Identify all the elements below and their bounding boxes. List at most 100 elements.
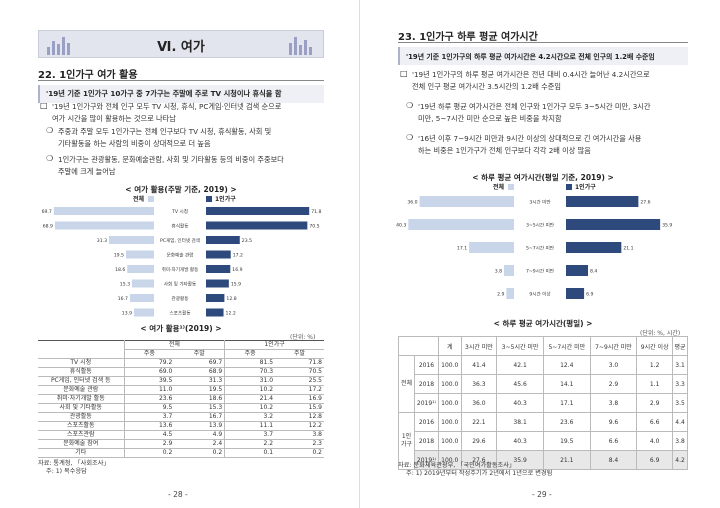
cell-value: 11.1	[224, 421, 276, 431]
cell-value: 23.6	[542, 412, 591, 432]
cell-value: 69.7	[174, 358, 226, 368]
year-cell: 2016	[414, 412, 439, 432]
year-cell: 2018	[414, 374, 439, 394]
cell-value: 6.6	[636, 412, 674, 432]
cell-value: 25.5	[275, 376, 324, 386]
bar-total	[125, 250, 154, 259]
cell-value: 3.8	[589, 393, 638, 413]
cell-value: 2.4	[174, 439, 226, 449]
year-cell: 2016	[414, 355, 439, 375]
page-29: 23. 1인가구 하루 평균 여가시간 '19년 기준 1인가구의 하루 평균 …	[360, 0, 720, 508]
cell-value: 0.1	[224, 448, 276, 458]
row-label: 스포츠활동	[38, 421, 125, 431]
col-header: 7~9시간 미만	[589, 336, 638, 356]
value-label-single: 6.9	[586, 292, 593, 298]
value-label-single: 12.8	[226, 296, 236, 302]
table-row: 문화예술 참여 2.9 2.4 2.2 2.3	[38, 439, 324, 449]
cell-value: 9.5	[124, 403, 175, 413]
value-label-total: 17.1	[457, 246, 467, 252]
circle-bullet-icon: ❍	[406, 133, 414, 142]
table-row: 2018 100.0 29.6 40.3 19.5 6.6 4.0 3.8	[399, 431, 688, 451]
leisure-time-butterfly-chart: 전체 1인가구 3시간 미만 36.0 27.6 3~5시간 미만 40.3 35.9 5~7시…	[396, 183, 672, 299]
row-label: 기타	[38, 448, 125, 458]
category-label: 휴식활동	[172, 223, 189, 230]
cell-value: 71.8	[275, 358, 324, 368]
category-label: 스포츠활동	[169, 310, 190, 317]
category-label: 취미·자기개발 활동	[162, 266, 199, 273]
cell-value: 2.3	[275, 439, 324, 449]
chart-caption: < 여가 활용(주말 기준, 2019) >	[125, 185, 237, 194]
value-label-single: 17.2	[233, 253, 243, 259]
cell-value: 100.0	[438, 393, 462, 413]
section-underline	[398, 42, 688, 43]
cell-value: 100.0	[438, 374, 462, 394]
value-label-total: 69.7	[42, 209, 52, 215]
value-label-single: 27.6	[640, 200, 650, 206]
category-label: 3~5시간 미만	[526, 222, 555, 229]
cell-value: 19.5	[542, 431, 591, 451]
group-label: 1인 가구	[398, 412, 415, 470]
category-label: 사회 및 기타활동	[164, 281, 197, 288]
cell-value: 21.4	[224, 394, 276, 404]
cell-value: 9.6	[589, 412, 638, 432]
cell-value: 31.3	[174, 376, 226, 386]
page-28: Ⅵ. 여가 22. 1인가구 여가 활용 '19년 기준 1인가구 10가구 중…	[38, 30, 324, 499]
cell-value: 13.6	[124, 421, 175, 431]
cell-value: 100.0	[438, 450, 462, 470]
category-label: 9시간 이상	[529, 291, 551, 298]
row-label: 문화예술 참여	[38, 439, 125, 449]
cell-value: 68.9	[174, 367, 226, 377]
table-source: 자료: 통계청, 「사회조사」 주: 1) 복수응답	[38, 460, 110, 475]
cell-value: 3.5	[672, 393, 688, 413]
section-underline	[38, 80, 324, 81]
lead-summary: '19년 기준 1인가구 10가구 중 7가구는 주말에 주로 TV 시청이나 …	[38, 85, 324, 103]
table-source: 자료: 문화체육관광부, 「국민여가활동조사」 주: 1) 2019년부터 작성…	[398, 462, 553, 477]
cell-value: 79.2	[124, 358, 175, 368]
value-label-single: 12.2	[226, 311, 236, 317]
bar-total	[408, 219, 514, 230]
bar-total	[504, 265, 514, 276]
value-label-single: 70.5	[309, 224, 319, 230]
row-label: 관광활동	[38, 412, 125, 422]
category-label: 관광활동	[172, 295, 189, 302]
value-label-total: 68.9	[43, 224, 53, 230]
year-cell: 2019¹⁾	[414, 393, 439, 413]
section-title: 23. 1인가구 하루 평균 여가시간	[398, 32, 538, 43]
col-group-single: 1인가구	[224, 340, 324, 350]
cell-value: 3.1	[672, 355, 688, 375]
leisure-butterfly-chart: 전체 1인가구 TV 시청 69.7 71.8 휴식활동 68.9 70.5 PC게임, 인터넷…	[42, 195, 322, 317]
col-weekday: 주중	[224, 349, 276, 359]
legend-single: 1인가구	[215, 195, 236, 203]
chart-caption: < 하루 평균 여가시간(평일 기준, 2019) >	[472, 173, 614, 182]
bar-single	[206, 294, 225, 302]
cell-value: 35.9	[496, 450, 544, 470]
value-label-single: 23.5	[242, 238, 252, 244]
legend-total: 전체	[133, 195, 145, 203]
table-row: 스포츠관람 4.5 4.9 3.7 3.8	[38, 430, 324, 440]
cell-value: 0.2	[124, 448, 175, 458]
bar-single	[566, 288, 585, 299]
bar-single	[206, 265, 231, 273]
cell-value: 15.9	[275, 403, 324, 413]
value-label-single: 21.1	[623, 246, 633, 252]
cell-value: 70.5	[275, 367, 324, 377]
value-label-single: 71.8	[311, 209, 321, 215]
cell-value: 23.6	[124, 394, 175, 404]
legend-total: 전체	[493, 183, 505, 191]
cell-value: 42.1	[496, 355, 544, 375]
paragraph-1: '19년 1인가구의 하루 평균 여가시간은 전년 대비 0.4시간 늘어난 4…	[412, 70, 650, 91]
bar-single	[206, 207, 310, 215]
table-row: PC게임, 인터넷 검색 등 39.5 31.3 31.0 25.5	[38, 376, 324, 386]
value-label-total: 18.6	[115, 267, 125, 273]
value-label-total: 31.3	[97, 238, 107, 244]
table-row: 사회 및 기타활동 9.5 15.3 10.2 15.9	[38, 403, 324, 413]
cell-value: 70.3	[224, 367, 276, 377]
col-header: 계	[438, 336, 462, 356]
bar-total	[132, 279, 154, 288]
paragraph-3: '16년 이후 7~9시간 미만과 9시간 이상의 상대적으로 긴 여가시간을 …	[418, 134, 642, 155]
banner-bars-left-icon	[47, 35, 73, 55]
section-title: 22. 1인가구 여가 활용	[38, 70, 138, 81]
bar-total	[54, 221, 154, 230]
value-label-single: 15.9	[231, 282, 241, 288]
cell-value: 81.5	[224, 358, 276, 368]
